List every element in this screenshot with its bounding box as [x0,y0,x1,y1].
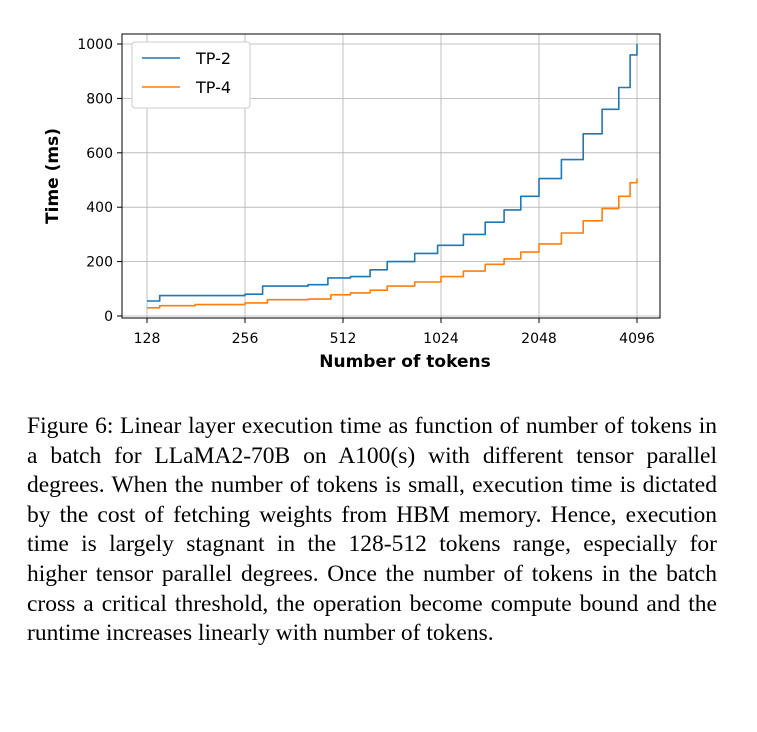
y-tick-label: 1000 [77,37,113,53]
plot-frame [121,33,661,319]
series-lines [147,44,638,309]
axis-ticks: 128 256 512 1024 2048 4096 0 200 400 600 800 1000 [77,37,655,347]
x-tick-label: 256 [232,331,259,347]
x-tick-label: 128 [134,331,161,347]
figure-caption: Figure 6: Linear layer execution time as… [27,413,717,647]
x-tick-label: 4096 [619,331,655,347]
x-tick-label: 512 [330,331,357,347]
x-tick-label: 2048 [521,331,557,347]
series-line-tp4 [147,178,638,309]
line-chart: 128 256 512 1024 2048 4096 0 200 400 600 800 1000 N… [43,33,661,372]
y-tick-label: 200 [86,255,113,271]
legend-box [131,41,251,109]
chart-figure: 128 256 512 1024 2048 4096 0 200 400 600 800 1000 N… [43,33,661,372]
series-line-tp2 [147,44,638,302]
y-tick-label: 800 [86,91,113,107]
legend: TP-2 TP-4 [131,41,251,109]
y-tick-label: 400 [86,200,113,216]
x-tick-label: 1024 [423,331,459,347]
legend-label-tp2: TP-2 [195,49,231,68]
x-axis-title: Number of tokens [319,352,490,372]
legend-label-tp4: TP-4 [195,78,231,97]
y-axis-title: Time (ms) [43,128,63,224]
y-tick-label: 600 [86,146,113,162]
y-tick-label: 0 [104,309,113,325]
